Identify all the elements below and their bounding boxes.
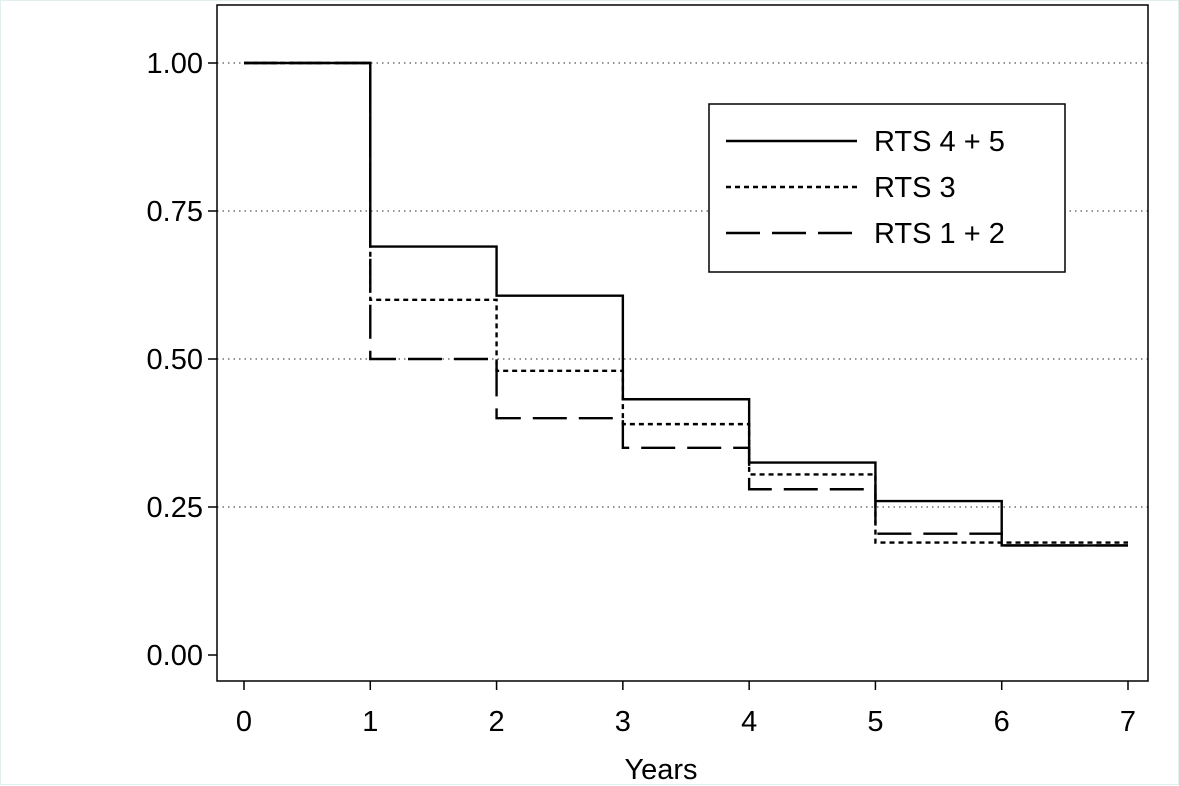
plot-area-border [216,4,1149,682]
x-tick-label-1: 1 [362,706,378,738]
x-tick-label-4: 4 [741,706,757,738]
series-line-2 [244,61,1128,547]
y-tick-label-0.50: 0.50 [147,344,203,376]
y-tick-label-1.00: 1.00 [147,48,203,80]
x-tick-label-2: 2 [489,706,505,738]
x-tick-label-0: 0 [236,706,252,738]
series-layer [244,61,1128,547]
x-tick-label-5: 5 [867,706,883,738]
y-tick-label-0.75: 0.75 [147,196,203,228]
legend-label-2: RTS 1 + 2 [874,218,1005,250]
legend: RTS 4 + 5 RTS 3 RTS 1 + 2 [708,103,1066,273]
x-tick-label-7: 7 [1120,706,1136,738]
x-axis-label: Years [624,754,697,786]
x-tick-label-3: 3 [615,706,631,738]
y-tick-label-0.00: 0.00 [147,640,203,672]
legend-label-1: RTS 3 [874,172,956,204]
legend-label-0: RTS 4 + 5 [874,126,1005,158]
y-tick-label-0.25: 0.25 [147,492,203,524]
series-line-0 [244,61,1128,547]
legend-box [708,103,1066,273]
axis-layer: 0.00 0.25 0.50 0.75 1.00 0 1 2 3 4 5 6 7 [147,4,1149,738]
x-tick-label-6: 6 [994,706,1010,738]
